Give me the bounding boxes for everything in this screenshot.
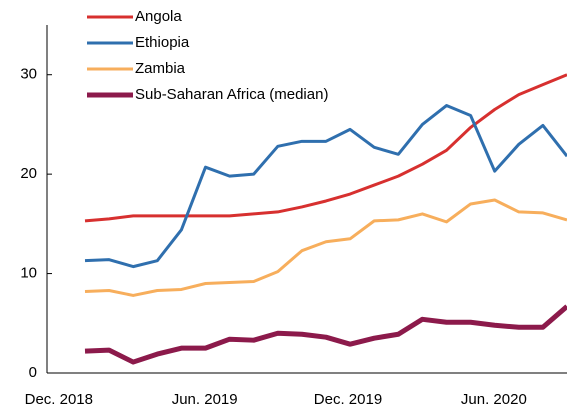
series-line	[84, 104, 567, 269]
legend-label: Sub-Saharan Africa (median)	[135, 86, 328, 103]
legend-label: Ethiopia	[135, 34, 190, 51]
legend-label: Zambia	[135, 60, 186, 77]
series-line	[84, 198, 567, 297]
x-tick-label: Jun. 2019	[172, 391, 238, 408]
legend-label: Angola	[135, 8, 182, 25]
y-tick-label: 20	[20, 165, 37, 182]
y-tick-label: 10	[20, 265, 37, 282]
y-tick-label: 0	[29, 364, 37, 381]
series-line	[84, 73, 567, 223]
series-line	[84, 304, 567, 365]
y-tick-label: 30	[20, 66, 37, 83]
x-tick-label: Jun. 2020	[461, 391, 527, 408]
x-tick-label: Dec. 2019	[314, 391, 382, 408]
x-tick-label: Dec. 2018	[25, 391, 93, 408]
